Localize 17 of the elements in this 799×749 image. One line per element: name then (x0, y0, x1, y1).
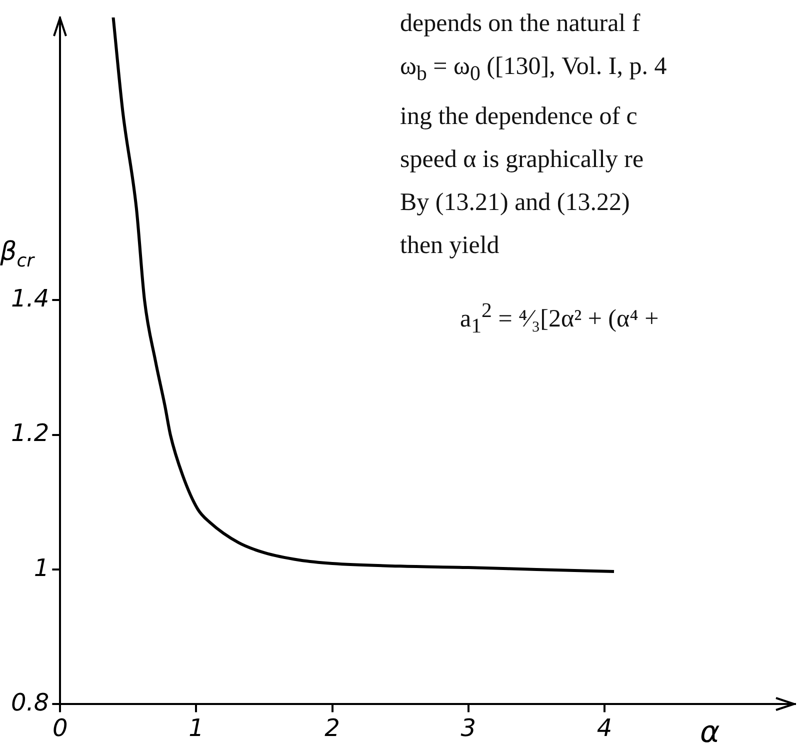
x-axis-title: α (700, 715, 720, 749)
annotation: a$_{1}$$^{2}$ = ⁴⁄₃[2α² + (α⁴ + (460, 297, 660, 340)
x-tick-label: 0 (52, 714, 68, 742)
y-tick-label: 1.2 (10, 419, 50, 448)
annotation: ω$_{b}$ = ω$_{0}$ ([130], Vol. I, p. 4 (400, 52, 667, 87)
x-tick-label: 4 (596, 714, 612, 742)
annotation: then yield (400, 231, 500, 261)
x-tick-label: 1 (188, 714, 204, 742)
y-tick-label: 1.4 (10, 284, 50, 312)
annotation: ing the dependence of c (400, 102, 638, 132)
x-tick-label: 2 (324, 714, 340, 742)
annotation: speed α is graphically re (400, 145, 645, 175)
annotation: By (13.21) and (13.22) (400, 188, 631, 218)
annotation: depends on the natural f (400, 9, 642, 39)
x-tick-label: 3 (460, 714, 476, 742)
y-tick-label: 1 (34, 554, 50, 582)
y-tick-label: 0.8 (10, 688, 50, 716)
